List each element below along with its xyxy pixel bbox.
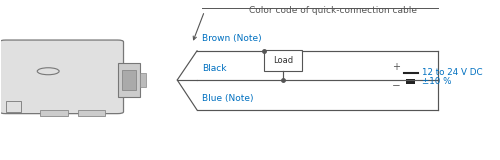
Bar <box>264 50 302 71</box>
Text: +: + <box>392 62 400 72</box>
Bar <box>140 73 146 87</box>
Bar <box>6 101 20 112</box>
Bar <box>406 79 416 84</box>
Text: ±10 %: ±10 % <box>422 77 452 87</box>
Text: Load: Load <box>273 56 293 65</box>
Text: Brown (Note): Brown (Note) <box>202 34 262 43</box>
Text: Black: Black <box>202 64 226 73</box>
Text: 12 to 24 V DC: 12 to 24 V DC <box>422 68 482 77</box>
Text: −: − <box>392 81 400 91</box>
Text: Color code of quick-connection cable: Color code of quick-connection cable <box>250 6 418 15</box>
FancyBboxPatch shape <box>0 40 124 114</box>
Bar <box>40 110 68 116</box>
Text: Blue (Note): Blue (Note) <box>202 94 254 104</box>
Bar <box>78 110 105 116</box>
Bar <box>122 71 136 90</box>
Bar <box>118 63 140 97</box>
